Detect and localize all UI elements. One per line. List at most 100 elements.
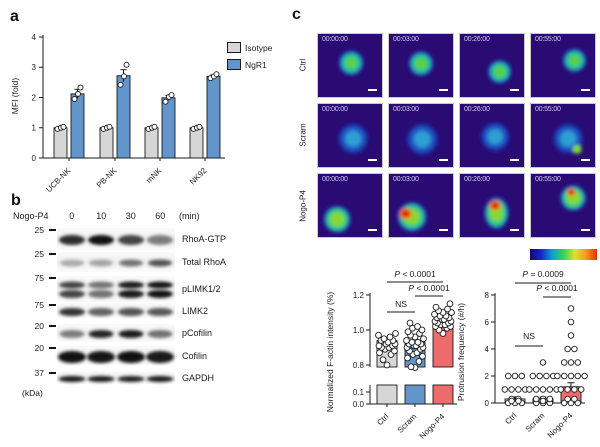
data-point xyxy=(508,397,515,405)
significance-label: P < 0.0001 xyxy=(536,283,578,293)
data-point xyxy=(567,359,575,366)
data-point xyxy=(564,395,571,403)
protein-label: Total RhoA xyxy=(182,257,227,267)
protein-band xyxy=(147,290,174,298)
protrusion-bar-chart: 0 2 4 6 8 Ctrl Scram Nogo-P4 P = 0.0009 P < 0.000… xyxy=(485,269,588,440)
kda-tick xyxy=(49,372,56,374)
scale-bar xyxy=(581,88,590,91)
data-point xyxy=(380,335,388,343)
frame-ctrl-t3: 00:55:00 xyxy=(530,33,596,98)
data-point xyxy=(403,337,410,344)
protein-band xyxy=(88,290,115,298)
legend-label-isotype: Isotype xyxy=(245,42,273,53)
data-point xyxy=(414,323,421,330)
cell-image xyxy=(559,184,587,212)
data-point xyxy=(539,397,547,405)
protein-band xyxy=(117,235,144,245)
frame-scram-t0: 00:00:00 xyxy=(317,103,383,168)
protein-band xyxy=(147,281,174,289)
bar-group-NgR1-UCB-NK xyxy=(70,84,85,159)
isotype-swatch xyxy=(227,42,241,53)
data-point xyxy=(511,372,519,380)
frame-ctrl-t2: 00:26:00 xyxy=(459,33,525,98)
timestamp: 00:26:00 xyxy=(464,106,490,113)
protein-band xyxy=(87,350,116,363)
kda-label: 25 xyxy=(34,225,44,235)
blot-strip xyxy=(57,252,175,272)
blot-row-LIMK2: 75 LIMK2 xyxy=(0,300,290,318)
protein-label: GAPDH xyxy=(182,372,215,383)
kda-label: 25 xyxy=(34,249,44,259)
protein-band xyxy=(147,330,173,338)
bar-group-Isotype-PB-NK xyxy=(99,123,114,159)
protein-band xyxy=(58,290,85,298)
y-tick-label: 0.1 xyxy=(353,388,365,397)
timestamp: 00:55:00 xyxy=(535,176,561,183)
protein-label: pCofilin xyxy=(182,328,213,338)
cell-image xyxy=(396,201,428,233)
bar xyxy=(99,127,114,159)
data-point xyxy=(418,326,426,334)
data-point xyxy=(501,386,509,393)
data-point xyxy=(213,71,220,78)
significance-label: NS xyxy=(395,299,407,309)
data-point xyxy=(379,356,387,364)
protein-label: LIMK2 xyxy=(182,305,209,316)
blot-strip xyxy=(57,324,175,342)
protein-band xyxy=(58,281,85,289)
y-tick-label: 4 xyxy=(32,33,37,42)
y-tick-label: 2 xyxy=(32,93,37,102)
kda-tick xyxy=(49,229,56,231)
y-tick-label: 0.8 xyxy=(353,361,365,370)
cell-image xyxy=(552,123,584,155)
data-point xyxy=(536,372,543,380)
frame-scram-t2: 00:26:00 xyxy=(459,103,525,168)
significance-label: P < 0.0001 xyxy=(394,269,436,279)
data-point xyxy=(567,399,575,407)
kda-tick xyxy=(49,253,56,255)
data-point xyxy=(529,372,537,380)
protein-band xyxy=(88,235,115,245)
data-point xyxy=(532,386,540,393)
protein-band xyxy=(88,330,114,338)
frame-nogo-p4-t1: 00:03:00 xyxy=(388,173,454,238)
row-label-nogo-p4: Nogo-P4 xyxy=(298,190,308,222)
significance-label: NS xyxy=(523,331,535,341)
ngr1-swatch xyxy=(227,59,241,70)
blot-strip xyxy=(57,346,175,365)
timepoint-label: 30 xyxy=(125,211,136,221)
data-point xyxy=(504,372,512,380)
protein-band xyxy=(59,330,85,338)
x-category-label: Ctrl xyxy=(503,411,518,426)
legend-item-isotype: Isotype xyxy=(227,42,272,53)
blot-row-pCofilin: 20 pCofilin xyxy=(0,321,290,342)
protein-band xyxy=(117,375,145,382)
blot-row-Cofilin: 20 Cofilin xyxy=(0,343,290,365)
protein-band xyxy=(88,281,115,289)
intensity-colorbar xyxy=(530,249,597,260)
panel-b-label: b xyxy=(11,192,21,209)
bar-group-NgR1-mNK xyxy=(161,92,176,159)
y-tick-label: 1 xyxy=(32,124,37,133)
blot-row-RhoA-GTP: 25 RhoA-GTP xyxy=(0,225,290,250)
data-point xyxy=(532,395,540,403)
timestamp: 00:03:00 xyxy=(393,106,419,113)
timepoint-label: 10 xyxy=(96,211,107,221)
data-point xyxy=(419,352,426,360)
protein-label: Cofilin xyxy=(182,350,208,361)
row-label-ctrl: Ctrl xyxy=(298,58,308,72)
timestamp: 00:26:00 xyxy=(464,176,490,183)
data-point xyxy=(546,395,554,403)
kda-label: 75 xyxy=(34,300,44,310)
data-point xyxy=(420,335,427,343)
protein-band xyxy=(116,350,145,363)
data-point xyxy=(415,358,423,365)
data-point xyxy=(567,332,575,339)
timestamp: 00:55:00 xyxy=(535,106,561,113)
data-point xyxy=(162,98,169,105)
timestamp: 00:00:00 xyxy=(322,176,348,183)
timestamp: 00:26:00 xyxy=(464,36,490,43)
data-point xyxy=(515,397,522,405)
frame-ctrl-t0: 00:00:00 xyxy=(317,33,383,98)
